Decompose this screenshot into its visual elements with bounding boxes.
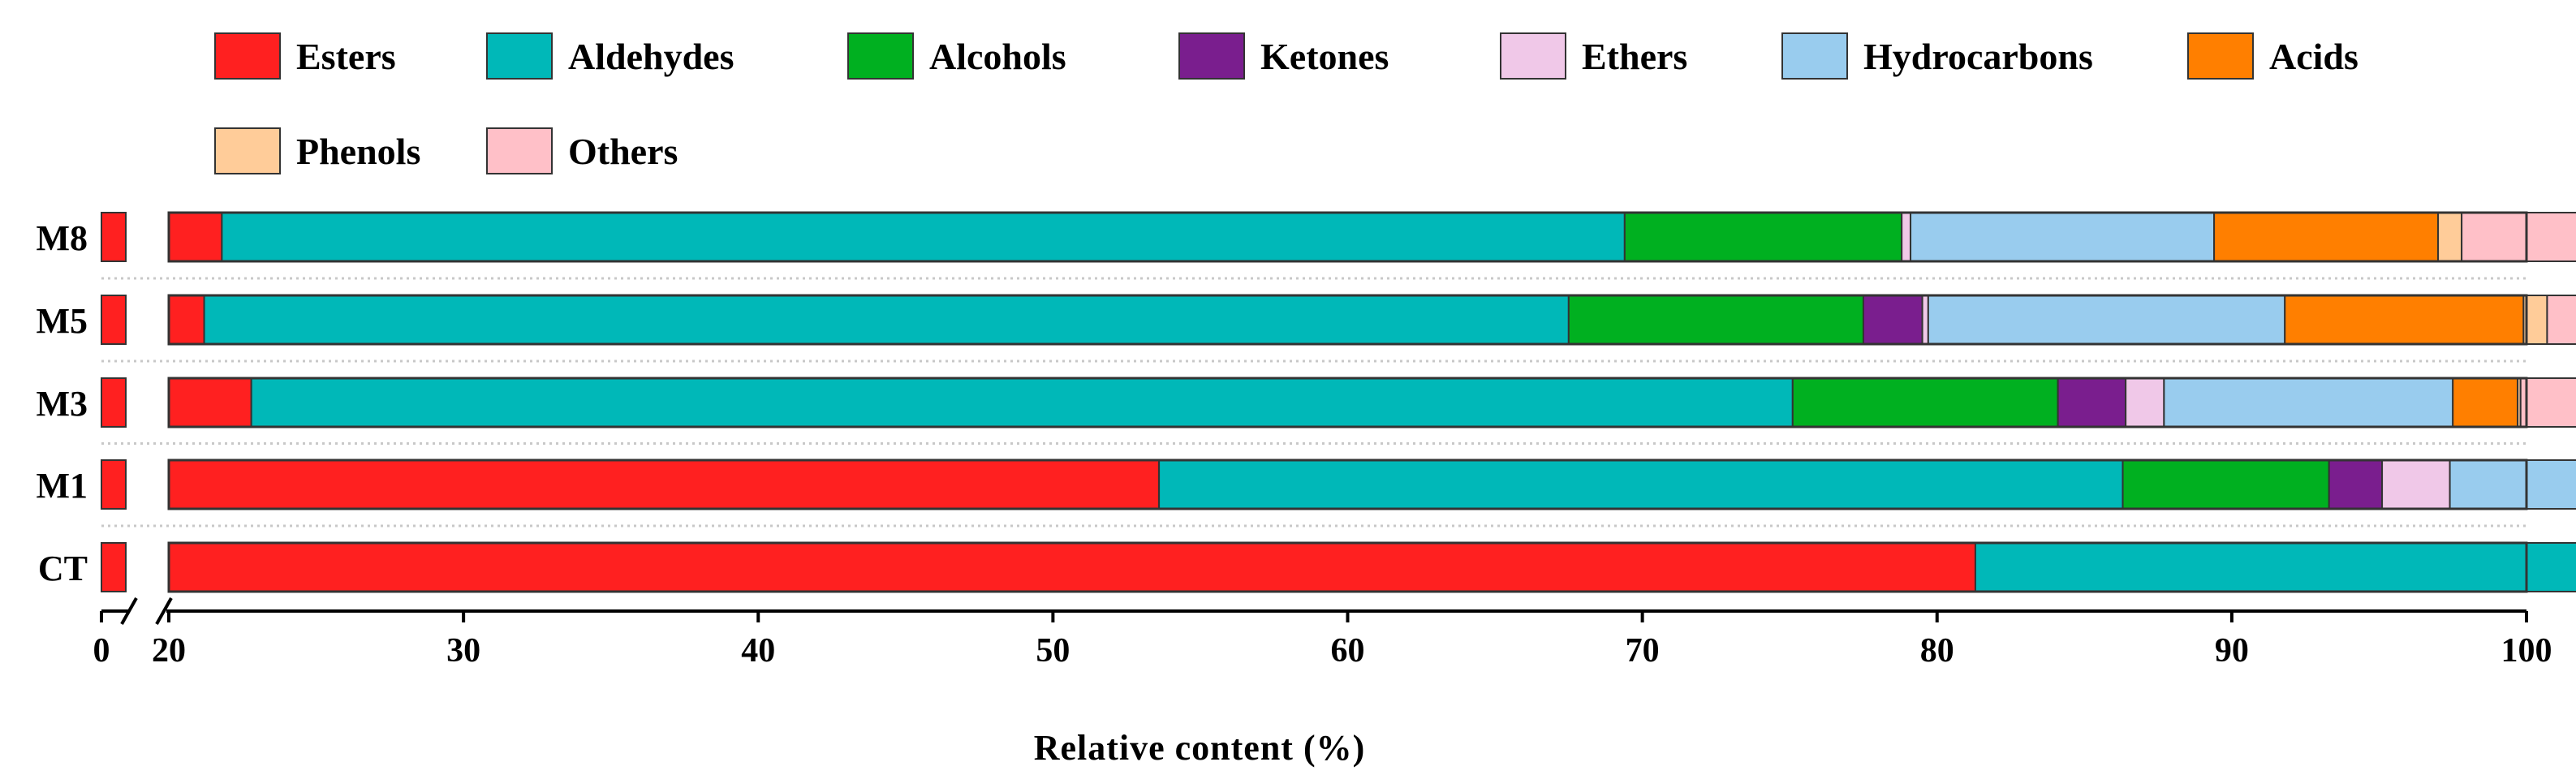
bar-m3-hydrocarbons (2163, 377, 2454, 428)
bar-m1-ethers (2381, 459, 2451, 510)
category-label-m8: M8 (36, 218, 88, 258)
axis-break-mark (155, 597, 173, 625)
bar-m3-acids (2452, 377, 2519, 428)
legend-swatch-ketones (1178, 32, 1245, 80)
x-tick-label-50: 50 (1036, 632, 1070, 670)
category-label-m3: M3 (36, 384, 88, 424)
bar-m1-ketones (2328, 459, 2384, 510)
bar-m1-esters (168, 459, 1161, 510)
bar-m8-others (2461, 212, 2576, 262)
bar-outline-ct (167, 541, 2528, 593)
legend-swatch-alcohols (847, 32, 914, 80)
category-label-ct: CT (38, 549, 88, 588)
bar-m1-hydrocarbons (2449, 459, 2576, 510)
legend-swatch-others (486, 127, 553, 174)
bar-m3-ethers (2125, 377, 2165, 428)
bar-m3-aldehydes (250, 377, 1794, 428)
bar-ct-esters (168, 542, 1976, 592)
bar-outline-m5 (167, 294, 2528, 346)
x-tick-label-0: 0 (93, 632, 110, 670)
x-tick-label-100: 100 (2501, 632, 2552, 670)
legend-label-ethers: Ethers (1582, 36, 1687, 77)
legend-swatch-esters (214, 32, 281, 80)
x-tick-label-30: 30 (446, 632, 480, 670)
bar-m5-esters (168, 295, 205, 345)
x-tick-label-20: 20 (152, 632, 186, 670)
x-tick-label-40: 40 (741, 632, 775, 670)
bar-m8-phenols (2437, 212, 2463, 262)
bar-m1-aldehydes (1158, 459, 2124, 510)
bar-m8-esters-stub (101, 212, 127, 262)
legend-label-phenols: Phenols (296, 131, 420, 172)
bar-outline-m1 (167, 459, 2528, 510)
legend-swatch-aldehydes (486, 32, 553, 80)
legend: Esters Aldehydes Alcohols Ketones Ethers Hydr… (214, 32, 2358, 174)
bar-m5-esters-stub (101, 295, 127, 345)
bar-m1-esters-stub (101, 459, 127, 510)
bar-m8-alcohols (1623, 212, 1903, 262)
bar-m3-esters (168, 377, 252, 428)
x-tick-label-80: 80 (1920, 632, 1954, 670)
bar-m5-alcohols (1567, 295, 1864, 345)
legend-swatch-phenols (214, 127, 281, 174)
legend-label-others: Others (568, 131, 678, 172)
bar-m8-hydrocarbons (1910, 212, 2216, 262)
bar-m1-alcohols (2122, 459, 2330, 510)
legend-label-ketones: Ketones (1260, 36, 1389, 77)
x-tick-label-60: 60 (1331, 632, 1365, 670)
legend-label-esters: Esters (296, 36, 396, 77)
bar-m8-ethers (1901, 212, 1912, 262)
category-label-m5: M5 (36, 301, 88, 341)
legend-swatch-acids (2187, 32, 2254, 80)
bar-m5-hydrocarbons (1927, 295, 2286, 345)
x-axis-title: Relative content (%) (1034, 728, 1366, 768)
bar-outline-m3 (167, 377, 2528, 428)
bar-m3-alcohols (1791, 377, 2059, 428)
bar-ct-aldehydes (1974, 542, 2576, 592)
bar-m5-ethers (1921, 295, 1929, 345)
legend-label-alcohols: Alcohols (929, 36, 1066, 77)
bars (101, 211, 2576, 593)
axis-break-mark (120, 597, 138, 625)
bar-m3-esters-stub (101, 377, 127, 428)
bar-m3-others (2519, 377, 2576, 428)
bar-m5-ketones (1862, 295, 1923, 345)
bar-m8-esters (168, 212, 223, 262)
bar-m8-aldehydes (221, 212, 1626, 262)
x-tick-label-70: 70 (1626, 632, 1660, 670)
legend-label-hydrocarbons: Hydrocarbons (1863, 36, 2093, 77)
x-axis: 0 20 30 40 50 60 70 80 90 100 (93, 597, 2552, 670)
bar-m5-acids (2284, 295, 2525, 345)
legend-swatch-ethers (1500, 32, 1566, 80)
bar-m8-acids (2213, 212, 2440, 262)
legend-swatch-hydrocarbons (1781, 32, 1848, 80)
bar-m5-others (2546, 295, 2576, 345)
legend-label-acids: Acids (2269, 36, 2358, 77)
bar-m3-ketones (2057, 377, 2127, 428)
bar-m5-aldehydes (203, 295, 1570, 345)
category-labels: M8 M5 M3 M1 CT (36, 218, 88, 588)
row-separators (101, 277, 2526, 527)
bar-ct-esters-stub (101, 542, 127, 592)
bar-outline-m8 (167, 211, 2528, 263)
x-tick-label-90: 90 (2215, 632, 2249, 670)
category-label-m1: M1 (36, 466, 88, 506)
legend-label-aldehydes: Aldehydes (568, 36, 734, 77)
